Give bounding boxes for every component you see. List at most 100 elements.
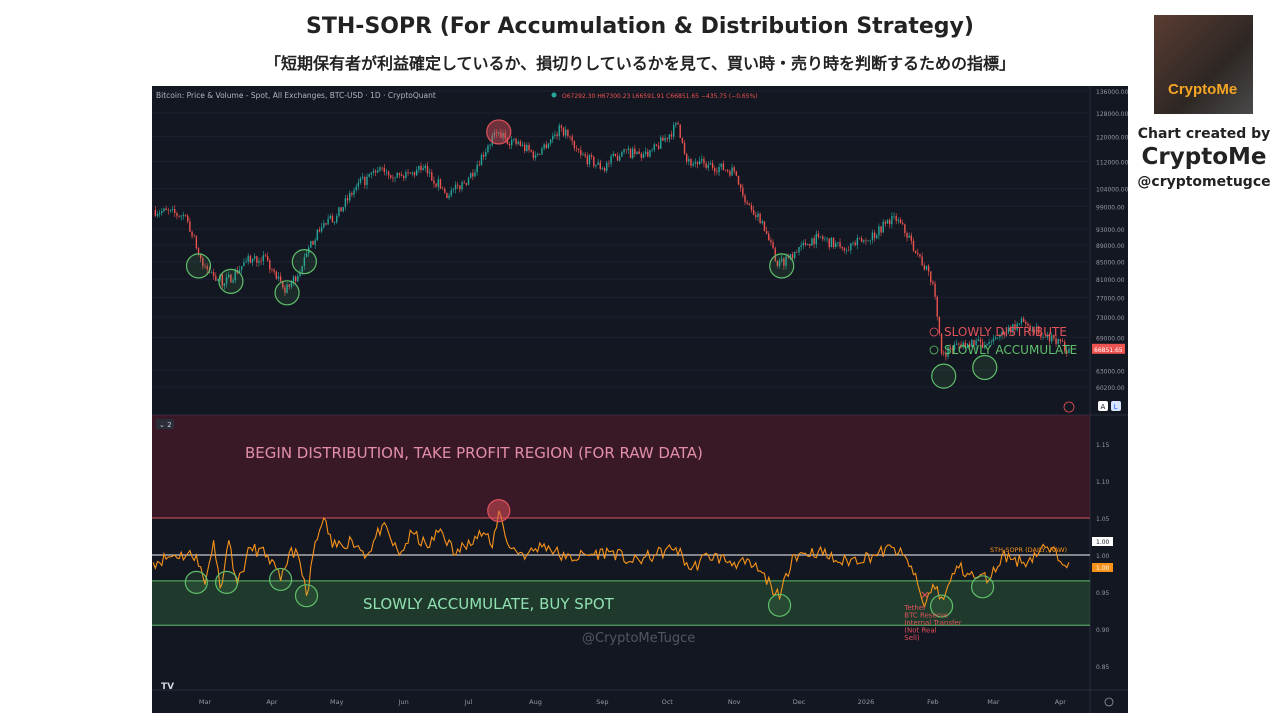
candle-body	[932, 281, 934, 284]
candle-body	[480, 154, 483, 166]
candle-body	[597, 162, 599, 165]
candle-body	[575, 147, 578, 149]
candle-body	[392, 177, 394, 179]
candle-body	[869, 239, 871, 241]
candle-body	[189, 221, 191, 232]
candle-body	[809, 243, 811, 246]
candle-body	[398, 172, 401, 175]
candle-body	[781, 258, 783, 261]
candle-body	[1053, 335, 1055, 339]
ohlc-readout: O67292.30 H67300.23 L66591.91 C66851.65 …	[562, 93, 758, 100]
candle-body	[746, 202, 748, 204]
candle-body	[958, 343, 960, 345]
candle-body	[465, 183, 468, 185]
candle-body	[223, 283, 226, 286]
candle-body	[714, 168, 716, 172]
candle-body	[437, 179, 439, 187]
candle-body	[327, 218, 329, 225]
candle-body	[1059, 339, 1062, 342]
candle-body	[234, 269, 236, 281]
candle-body	[588, 155, 591, 165]
candle-body	[230, 274, 232, 283]
candle-body	[526, 144, 528, 152]
candle-body	[167, 210, 169, 211]
candle-body	[428, 172, 431, 174]
price-tick-label: 128000.00	[1096, 111, 1128, 118]
candle-body	[187, 215, 189, 222]
candle-body	[673, 124, 675, 137]
candle-body	[614, 153, 617, 156]
candle-body	[889, 220, 891, 225]
candle-body	[433, 180, 435, 184]
candle-body	[517, 141, 519, 144]
candle-body	[701, 158, 703, 161]
candle-body	[431, 172, 433, 181]
candle-body	[469, 172, 472, 179]
candle-body	[210, 272, 213, 273]
candle-body	[873, 232, 876, 238]
candle-body	[923, 265, 925, 270]
candle-body	[353, 189, 355, 195]
candle-body	[742, 187, 744, 196]
candle-body	[804, 242, 807, 245]
candle-body	[336, 215, 338, 223]
candle-body	[338, 207, 340, 216]
candle-body	[882, 221, 884, 233]
price-tick-label: 77000.00	[1096, 295, 1125, 302]
scale-log-button[interactable]	[1111, 401, 1121, 411]
candle-body	[830, 237, 833, 248]
candle-body	[1018, 323, 1021, 324]
sopr-accumulation-marker	[214, 570, 239, 594]
x-tick-label: Aug	[529, 698, 542, 706]
candle-body	[439, 179, 442, 189]
candle-body	[789, 254, 792, 258]
distribution-label: BEGIN DISTRIBUTION, TAKE PROFIT REGION (…	[245, 444, 703, 462]
chart-svg[interactable]: 136000.00 128000.00 120000.00 112000.00 1040…	[152, 86, 1129, 713]
pane-collapse-button[interactable]	[156, 419, 174, 429]
price-tick-label: 69000.00	[1096, 335, 1125, 342]
candle-body	[238, 269, 241, 274]
candle-body	[403, 176, 405, 179]
candle-body	[1044, 337, 1046, 338]
price-accumulation-marker	[769, 253, 795, 279]
candle-body	[411, 172, 414, 174]
price-axis-bg	[1090, 86, 1128, 713]
candle-body	[586, 156, 589, 165]
candle-body	[264, 255, 267, 257]
live-status-icon	[551, 92, 557, 98]
candle-body	[616, 155, 619, 161]
candle-body	[323, 223, 325, 228]
candle-body	[1005, 332, 1008, 336]
candle-body	[476, 164, 478, 173]
annotation-line: BTC Reserve	[904, 611, 948, 619]
candle-body	[901, 223, 904, 225]
candle-body	[502, 133, 504, 138]
candle-body	[478, 164, 481, 166]
candle-body	[1068, 348, 1070, 354]
candle-body	[679, 124, 681, 138]
page-title: STH-SOPR (For Accumulation & Distributio…	[306, 14, 974, 39]
last-price-badge	[1092, 343, 1125, 354]
candle-body	[567, 129, 569, 137]
candle-body	[867, 240, 869, 242]
candle-body	[776, 260, 779, 266]
candle-body	[340, 207, 342, 212]
scale-auto-button[interactable]	[1098, 401, 1108, 411]
candle-body	[940, 333, 943, 354]
candle-body	[221, 274, 223, 286]
author-logo: CryptoMe	[1154, 15, 1253, 114]
candle-body	[871, 232, 874, 240]
baseline-badge	[1092, 537, 1113, 546]
candle-body	[357, 182, 360, 187]
candle-body	[727, 170, 729, 172]
candle-body	[750, 205, 753, 210]
candle-body	[370, 172, 373, 175]
candle-body	[297, 275, 299, 282]
candle-body	[273, 269, 275, 272]
settings-gear-icon[interactable]	[1104, 697, 1114, 707]
candle-body	[636, 151, 638, 155]
candle-body	[629, 148, 632, 159]
candle-body	[1003, 332, 1005, 336]
chart-container[interactable]: 136000.00 128000.00 120000.00 112000.00 1040…	[152, 86, 1129, 713]
candle-body	[951, 348, 954, 350]
